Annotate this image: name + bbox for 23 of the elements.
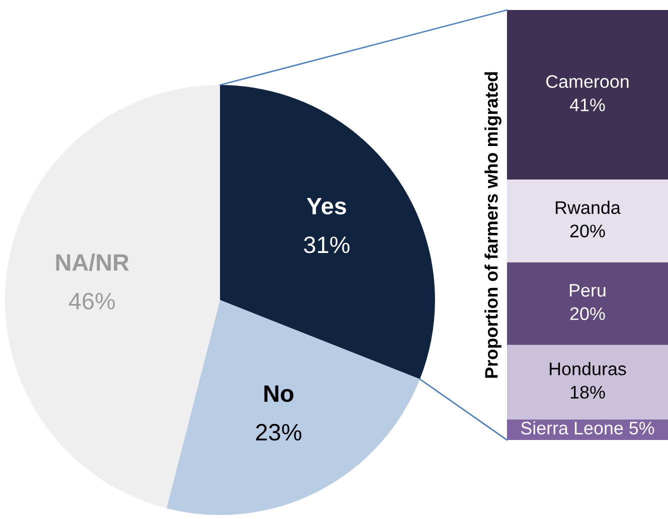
series-label: Peru <box>570 284 606 297</box>
data-label: 20% <box>570 224 605 238</box>
series-label: Honduras <box>550 362 626 376</box>
text: Sierra Leone 5% <box>521 421 654 435</box>
slice-label: Yes <box>306 198 346 214</box>
data-label: 20% <box>570 307 605 320</box>
slice-label: NA/NR <box>56 253 129 272</box>
data-label: 31% <box>304 236 350 254</box>
y-axis-title: Proportion of farmers who migrated <box>484 72 502 378</box>
bar <box>507 344 668 420</box>
data-label: 46% <box>68 292 115 310</box>
bar <box>507 10 668 180</box>
series-label: Cameroon <box>546 75 628 88</box>
slice-label: No <box>264 385 294 402</box>
data-label: 41% <box>570 98 605 112</box>
data-label: 23% <box>256 424 302 441</box>
pie-slice <box>166 300 420 515</box>
series-label: Rwanda <box>556 200 621 214</box>
bar <box>507 262 668 345</box>
bar <box>507 180 668 262</box>
data-label: 18% <box>570 386 605 399</box>
pie-slice <box>5 85 220 508</box>
pie-slice <box>220 85 435 380</box>
